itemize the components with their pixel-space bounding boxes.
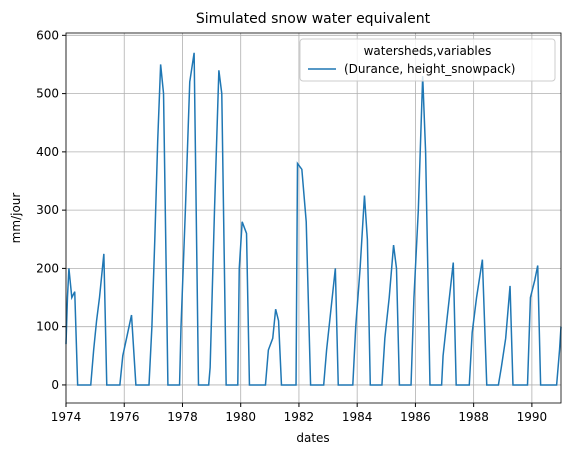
x-tick-label: 1990 — [517, 410, 548, 424]
x-tick-label: 1976 — [109, 410, 140, 424]
legend: watersheds,variables (Durance, height_sno… — [299, 38, 556, 82]
legend-title: watersheds,variables — [364, 44, 492, 58]
plot-frame — [65, 32, 562, 404]
y-tick-label: 200 — [36, 261, 59, 275]
legend-label: (Durance, height_snowpack) — [344, 62, 516, 76]
x-axis-label: dates — [296, 431, 329, 445]
x-tick-label: 1988 — [458, 410, 489, 424]
chart-title: Simulated snow water equivalent — [196, 11, 431, 27]
x-tick-label: 1982 — [284, 410, 315, 424]
y-tick-label: 400 — [36, 145, 59, 159]
y-tick-label: 500 — [36, 87, 59, 101]
x-tick-label: 1978 — [167, 410, 198, 424]
legend-box — [299, 38, 556, 82]
y-tick-label: 600 — [36, 28, 59, 42]
y-axis-label: mm/jour — [9, 193, 23, 244]
x-tick-label: 1984 — [342, 410, 373, 424]
x-tick-label: 1986 — [400, 410, 431, 424]
y-tick-label: 100 — [36, 320, 59, 334]
data-line — [65, 52, 562, 386]
x-tick-label: 1980 — [225, 410, 256, 424]
y-tick-label: 300 — [36, 203, 59, 217]
x-tick-label: 1974 — [51, 410, 82, 424]
y-tick-label: 0 — [51, 378, 59, 392]
